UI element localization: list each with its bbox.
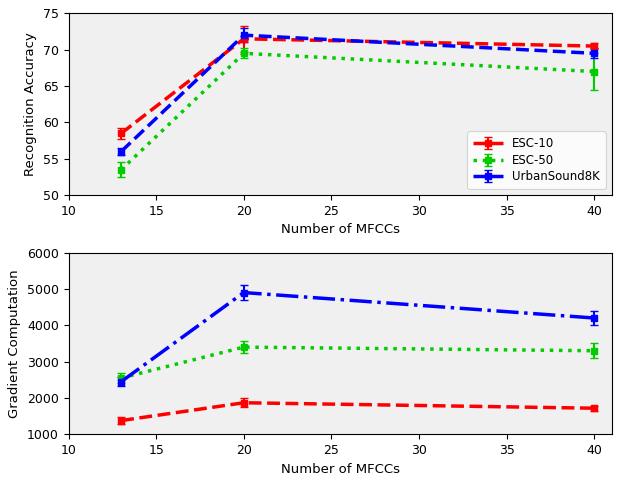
- Y-axis label: Gradient Computation: Gradient Computation: [8, 269, 21, 418]
- Legend: ESC-10, ESC-50, UrbanSound8K: ESC-10, ESC-50, UrbanSound8K: [467, 131, 606, 189]
- Y-axis label: Recognition Accuracy: Recognition Accuracy: [24, 32, 37, 176]
- X-axis label: Number of MFCCs: Number of MFCCs: [281, 463, 400, 476]
- X-axis label: Number of MFCCs: Number of MFCCs: [281, 224, 400, 237]
